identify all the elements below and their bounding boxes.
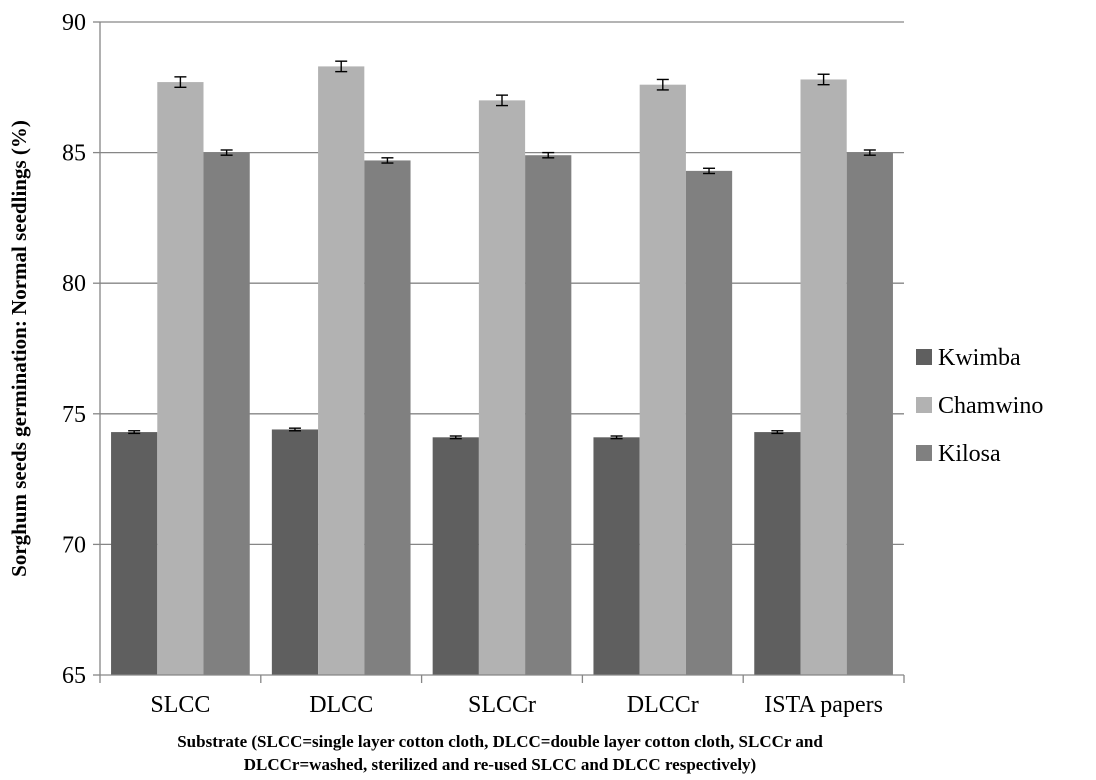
bars xyxy=(111,66,893,676)
legend-label-kwimba: Kwimba xyxy=(938,345,1021,371)
bar-kwimba xyxy=(593,437,640,675)
bar-chamwino xyxy=(800,79,847,676)
x-axis-title-line1: Substrate (SLCC=single layer cotton clot… xyxy=(177,732,823,751)
axes xyxy=(93,21,905,683)
y-tick-labels: 65 70 75 80 85 90 xyxy=(62,10,86,689)
x-tick-label: SLCC xyxy=(150,692,210,718)
x-tick-label: DLCCr xyxy=(627,692,699,718)
y-tick-label: 70 xyxy=(62,532,86,558)
y-tick-label: 85 xyxy=(62,141,86,167)
legend-label-kilosa: Kilosa xyxy=(938,441,1001,467)
bar-chamwino xyxy=(478,100,526,676)
legend: Kwimba Chamwino Kilosa xyxy=(916,345,1043,467)
y-tick-label: 90 xyxy=(62,10,86,36)
bar-kwimba xyxy=(271,429,319,675)
y-tick-label: 80 xyxy=(62,271,86,297)
legend-label-chamwino: Chamwino xyxy=(938,393,1043,419)
legend-swatch-kilosa xyxy=(916,445,932,461)
x-tick-label: DLCC xyxy=(309,692,373,718)
bar-chamwino xyxy=(157,82,204,676)
x-tick-label: SLCCr xyxy=(468,692,536,718)
x-axis-title-line2: DLCCr=washed, sterilized and re-used SLC… xyxy=(244,755,756,774)
bar-kilosa xyxy=(364,160,411,675)
error-bars xyxy=(128,60,876,440)
x-tick-labels: SLCC DLCC SLCCr DLCCr ISTA papers xyxy=(150,692,883,718)
bar-kilosa xyxy=(203,152,250,676)
y-tick-label: 75 xyxy=(62,402,86,428)
bar-kilosa xyxy=(846,152,893,676)
legend-swatch-chamwino xyxy=(916,397,932,413)
legend-swatch-kwimba xyxy=(916,349,932,365)
y-tick-label: 65 xyxy=(62,663,86,689)
bar-chamwino xyxy=(318,66,365,676)
bar-kilosa xyxy=(685,170,733,675)
bar-kwimba xyxy=(754,432,801,675)
x-tick-label: ISTA papers xyxy=(764,692,883,718)
bar-kwimba xyxy=(432,437,479,675)
y-axis-title: Sorghum seeds germination: Normal seedli… xyxy=(7,120,31,577)
bar-chamwino xyxy=(639,84,686,676)
bar-kilosa xyxy=(525,155,572,675)
bar-kwimba xyxy=(111,432,158,675)
